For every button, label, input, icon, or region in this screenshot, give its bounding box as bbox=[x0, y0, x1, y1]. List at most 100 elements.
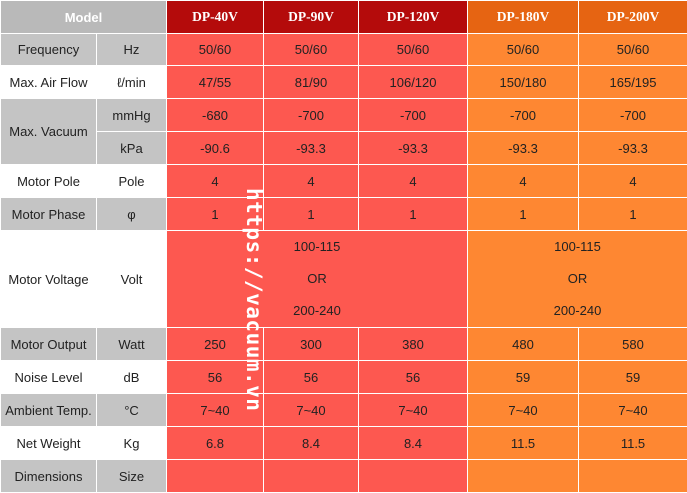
dimensions-value bbox=[167, 460, 264, 493]
noise-level-value: 59 bbox=[468, 361, 579, 394]
air-flow-value: 165/195 bbox=[579, 66, 687, 99]
ambient-temp-value: 7~40 bbox=[264, 394, 359, 427]
ambient-temp-unit: °C bbox=[97, 394, 167, 427]
ambient-temp-value: 7~40 bbox=[468, 394, 579, 427]
row-vacuum-mmhg: Max. Vacuum mmHg -680 -700 -700 -700 -70… bbox=[1, 99, 687, 132]
voltage-range-low: 100-115 bbox=[167, 231, 467, 263]
motor-phase-label: Motor Phase bbox=[1, 198, 97, 231]
frequency-value: 50/60 bbox=[468, 34, 579, 66]
vacuum-mmhg-value: -680 bbox=[167, 99, 264, 132]
motor-output-value: 580 bbox=[579, 328, 687, 361]
motor-phase-value: 1 bbox=[468, 198, 579, 231]
noise-level-value: 56 bbox=[359, 361, 468, 394]
voltage-or: OR bbox=[468, 263, 687, 295]
row-dimensions: Dimensions Size bbox=[1, 460, 687, 493]
row-motor-voltage: Motor Voltage Volt 100-115 OR 200-240 10… bbox=[1, 231, 687, 328]
motor-phase-value: 1 bbox=[167, 198, 264, 231]
model-header-dp-40v: DP-40V bbox=[167, 1, 264, 34]
air-flow-value: 47/55 bbox=[167, 66, 264, 99]
air-flow-value: 150/180 bbox=[468, 66, 579, 99]
air-flow-unit: ℓ/min bbox=[97, 66, 167, 99]
net-weight-value: 6.8 bbox=[167, 427, 264, 460]
air-flow-value: 81/90 bbox=[264, 66, 359, 99]
noise-level-value: 56 bbox=[264, 361, 359, 394]
vacuum-kpa-value: -90.6 bbox=[167, 132, 264, 165]
dimensions-unit: Size bbox=[97, 460, 167, 493]
row-noise-level: Noise Level dB 56 56 56 59 59 bbox=[1, 361, 687, 394]
ambient-temp-value: 7~40 bbox=[579, 394, 687, 427]
row-motor-phase: Motor Phase φ 1 1 1 1 1 bbox=[1, 198, 687, 231]
net-weight-value: 11.5 bbox=[468, 427, 579, 460]
motor-output-value: 480 bbox=[468, 328, 579, 361]
noise-level-unit: dB bbox=[97, 361, 167, 394]
voltage-range-high: 200-240 bbox=[167, 295, 467, 327]
motor-voltage-group-red: 100-115 OR 200-240 bbox=[167, 231, 468, 328]
model-header-dp-180v: DP-180V bbox=[468, 1, 579, 34]
frequency-value: 50/60 bbox=[264, 34, 359, 66]
dimensions-label: Dimensions bbox=[1, 460, 97, 493]
frequency-value: 50/60 bbox=[167, 34, 264, 66]
vacuum-kpa-unit: kPa bbox=[97, 132, 167, 165]
vacuum-mmhg-value: -700 bbox=[468, 99, 579, 132]
motor-output-value: 250 bbox=[167, 328, 264, 361]
row-air-flow: Max. Air Flow ℓ/min 47/55 81/90 106/120 … bbox=[1, 66, 687, 99]
dimensions-value bbox=[264, 460, 359, 493]
net-weight-unit: Kg bbox=[97, 427, 167, 460]
net-weight-label: Net Weight bbox=[1, 427, 97, 460]
motor-pole-value: 4 bbox=[264, 165, 359, 198]
row-motor-output: Motor Output Watt 250 300 380 480 580 bbox=[1, 328, 687, 361]
dimensions-value bbox=[359, 460, 468, 493]
vacuum-mmhg-value: -700 bbox=[579, 99, 687, 132]
row-net-weight: Net Weight Kg 6.8 8.4 8.4 11.5 11.5 bbox=[1, 427, 687, 460]
vacuum-kpa-value: -93.3 bbox=[468, 132, 579, 165]
motor-voltage-unit: Volt bbox=[97, 231, 167, 328]
motor-phase-value: 1 bbox=[359, 198, 468, 231]
motor-phase-unit: φ bbox=[97, 198, 167, 231]
noise-level-value: 59 bbox=[579, 361, 687, 394]
model-header-dp-90v: DP-90V bbox=[264, 1, 359, 34]
row-motor-pole: Motor Pole Pole 4 4 4 4 4 bbox=[1, 165, 687, 198]
row-frequency: Frequency Hz 50/60 50/60 50/60 50/60 50/… bbox=[1, 34, 687, 66]
motor-pole-label: Motor Pole bbox=[1, 165, 97, 198]
vacuum-kpa-value: -93.3 bbox=[579, 132, 687, 165]
ambient-temp-value: 7~40 bbox=[167, 394, 264, 427]
row-ambient-temp: Ambient Temp. °C 7~40 7~40 7~40 7~40 7~4… bbox=[1, 394, 687, 427]
motor-output-value: 380 bbox=[359, 328, 468, 361]
ambient-temp-value: 7~40 bbox=[359, 394, 468, 427]
frequency-label: Frequency bbox=[1, 34, 97, 66]
voltage-or: OR bbox=[167, 263, 467, 295]
voltage-range-high: 200-240 bbox=[468, 295, 687, 327]
motor-phase-value: 1 bbox=[579, 198, 687, 231]
dimensions-value bbox=[468, 460, 579, 493]
vacuum-kpa-value: -93.3 bbox=[359, 132, 468, 165]
dimensions-value bbox=[579, 460, 687, 493]
motor-output-label: Motor Output bbox=[1, 328, 97, 361]
motor-pole-value: 4 bbox=[167, 165, 264, 198]
motor-voltage-label: Motor Voltage bbox=[1, 231, 97, 328]
motor-output-value: 300 bbox=[264, 328, 359, 361]
max-vacuum-label: Max. Vacuum bbox=[1, 99, 97, 165]
noise-level-label: Noise Level bbox=[1, 361, 97, 394]
vacuum-mmhg-value: -700 bbox=[264, 99, 359, 132]
frequency-value: 50/60 bbox=[579, 34, 687, 66]
vacuum-kpa-value: -93.3 bbox=[264, 132, 359, 165]
air-flow-label: Max. Air Flow bbox=[1, 66, 97, 99]
motor-pole-unit: Pole bbox=[97, 165, 167, 198]
net-weight-value: 11.5 bbox=[579, 427, 687, 460]
model-header-dp-120v: DP-120V bbox=[359, 1, 468, 34]
motor-pole-value: 4 bbox=[468, 165, 579, 198]
ambient-temp-label: Ambient Temp. bbox=[1, 394, 97, 427]
motor-voltage-group-orange: 100-115 OR 200-240 bbox=[468, 231, 687, 328]
motor-phase-value: 1 bbox=[264, 198, 359, 231]
vacuum-mmhg-unit: mmHg bbox=[97, 99, 167, 132]
motor-output-unit: Watt bbox=[97, 328, 167, 361]
row-vacuum-kpa: kPa -90.6 -93.3 -93.3 -93.3 -93.3 bbox=[1, 132, 687, 165]
motor-pole-value: 4 bbox=[579, 165, 687, 198]
header-row: Model DP-40V DP-90V DP-120V DP-180V DP-2… bbox=[1, 1, 687, 34]
vacuum-mmhg-value: -700 bbox=[359, 99, 468, 132]
frequency-unit: Hz bbox=[97, 34, 167, 66]
noise-level-value: 56 bbox=[167, 361, 264, 394]
net-weight-value: 8.4 bbox=[359, 427, 468, 460]
net-weight-value: 8.4 bbox=[264, 427, 359, 460]
